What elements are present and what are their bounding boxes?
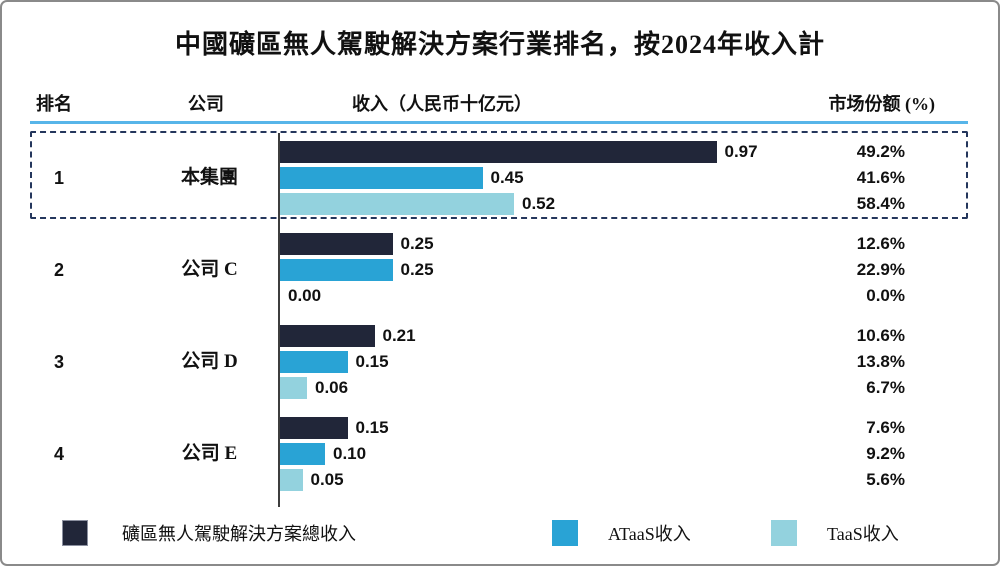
company-name: 公司 C	[181, 259, 238, 280]
rank-value: 2	[53, 260, 64, 280]
market-share-value: 0.0%	[866, 286, 905, 305]
bar-ataas-fill	[280, 259, 393, 281]
column-header-company: 公司	[188, 94, 224, 114]
bar-ataas: 0.10	[280, 443, 366, 465]
market-share-value: 5.6%	[866, 470, 905, 489]
bar-taas-fill	[280, 377, 307, 399]
bar-ataas-fill	[280, 351, 348, 373]
bar-total: 0.15	[280, 417, 389, 439]
market-share-value: 10.6%	[856, 326, 905, 345]
market-share-value: 49.2%	[856, 142, 905, 161]
market-share-value: 13.8%	[856, 352, 905, 371]
company-name: 公司 E	[181, 443, 238, 464]
rank-value: 3	[53, 352, 64, 372]
bar-taas: 0.06	[280, 377, 348, 399]
bar-value-label: 0.25	[400, 234, 434, 253]
legend-item-taas: TaaS收入	[771, 519, 899, 547]
bar-total-fill	[280, 417, 348, 439]
bar-taas: 0.52	[280, 193, 555, 215]
bar-total-fill	[280, 233, 393, 255]
group-highlight-dashed-box	[30, 131, 968, 219]
bar-total: 0.25	[280, 233, 434, 255]
bar-value-label: 0.00	[288, 286, 322, 305]
market-share-value: 22.9%	[856, 260, 905, 279]
market-share-value: 7.6%	[866, 418, 905, 437]
market-share-value: 6.7%	[866, 378, 905, 397]
bar-taas: 0.05	[280, 469, 344, 491]
legend-item-ataas: ATaaS收入	[552, 519, 691, 547]
bar-ataas-fill	[280, 167, 483, 189]
bar-value-label: 0.05	[310, 470, 344, 489]
bar-taas-fill	[280, 193, 514, 215]
market-share-value: 58.4%	[856, 194, 905, 213]
bar-value-label: 0.15	[355, 352, 389, 371]
bar-value-label: 0.25	[400, 260, 434, 279]
bar-taas: 0.00	[280, 285, 321, 307]
bar-total: 0.97	[280, 141, 758, 163]
market-share-value: 41.6%	[856, 168, 905, 187]
chart-title: 中國礦區無人駕駛解決方案行業排名，按2024年收入計	[174, 30, 825, 59]
bar-value-label: 0.06	[315, 378, 349, 397]
bar-value-label: 0.15	[355, 418, 389, 437]
legend-label-ataas: ATaaS收入	[608, 524, 691, 544]
bar-value-label: 0.45	[490, 168, 524, 187]
column-header-rank: 排名	[36, 94, 72, 114]
legend-swatch-total	[62, 520, 88, 546]
chart-axis-line	[278, 133, 280, 507]
bar-total-fill	[280, 325, 375, 347]
bar-value-label: 0.21	[382, 326, 416, 345]
company-name: 公司 D	[181, 351, 238, 372]
bar-value-label: 0.52	[522, 194, 556, 213]
legend-label-total: 礦區無人駕駛解決方案總收入	[122, 524, 356, 544]
legend-item-total: 礦區無人駕駛解決方案總收入	[62, 519, 356, 547]
legend-label-taas: TaaS收入	[827, 524, 899, 544]
column-header-market-share: 市场份额 (%)	[828, 94, 936, 114]
bar-value-label: 0.10	[333, 444, 367, 463]
company-name: 本集團	[180, 167, 238, 188]
market-share-value: 9.2%	[866, 444, 905, 463]
bar-ataas: 0.15	[280, 351, 389, 373]
header-underline	[30, 121, 968, 124]
bar-total: 0.21	[280, 325, 416, 347]
market-share-value: 12.6%	[856, 234, 905, 253]
bar-total-fill	[280, 141, 717, 163]
rank-value: 1	[53, 168, 64, 188]
rank-value: 4	[53, 444, 64, 464]
column-header-revenue: 收入（人民币十亿元）	[352, 94, 532, 114]
legend-swatch-ataas	[552, 520, 578, 546]
bar-ataas: 0.25	[280, 259, 434, 281]
bar-ataas-fill	[280, 443, 325, 465]
legend-swatch-taas	[771, 520, 797, 546]
bar-taas-fill	[280, 469, 303, 491]
bar-ataas: 0.45	[280, 167, 524, 189]
bar-value-label: 0.97	[724, 142, 758, 161]
